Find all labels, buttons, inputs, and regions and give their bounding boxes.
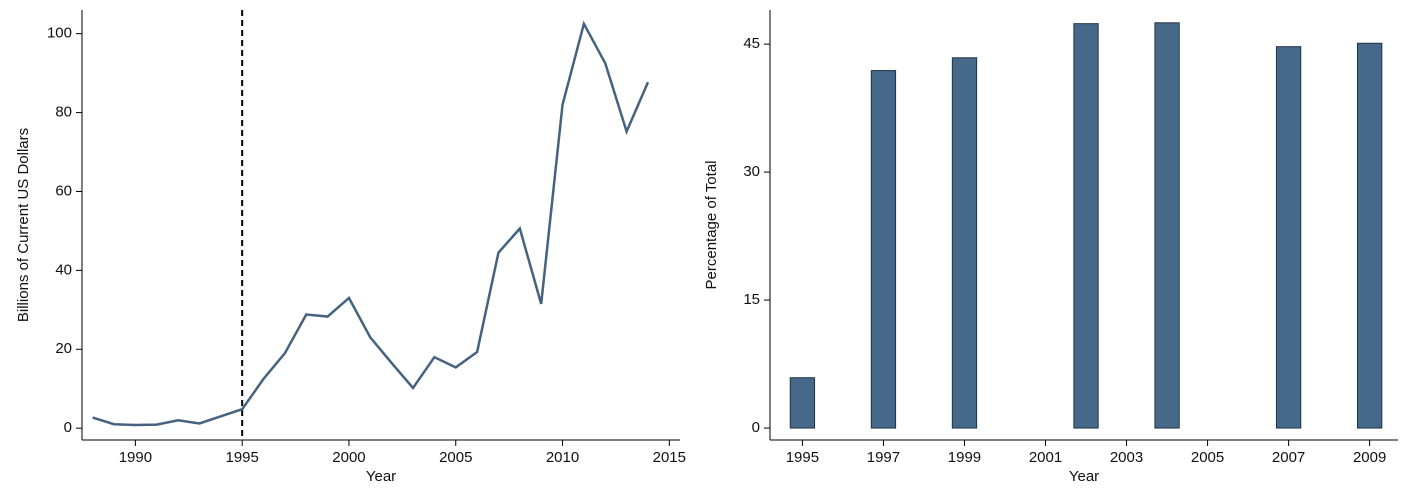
x-axis-label: Year — [1069, 468, 1099, 485]
bar — [789, 377, 816, 429]
x-tick-label: 2009 — [1353, 449, 1386, 466]
x-tick-label: 1995 — [786, 449, 819, 466]
bar — [1154, 22, 1180, 429]
y-tick-label: 80 — [55, 104, 72, 121]
y-tick-label: 15 — [743, 291, 760, 308]
y-tick-label: 0 — [64, 419, 72, 436]
bar — [1356, 42, 1383, 429]
x-tick-label: 2005 — [1191, 449, 1224, 466]
x-tick-label: 2010 — [546, 449, 579, 466]
y-tick-label: 0 — [752, 419, 760, 436]
x-tick-label: 2000 — [332, 449, 365, 466]
x-tick-label: 1995 — [225, 449, 258, 466]
x-tick-label: 2001 — [1029, 449, 1062, 466]
bar — [1275, 46, 1302, 429]
bar — [951, 57, 978, 429]
bar — [1073, 23, 1099, 429]
y-tick-label: 20 — [55, 340, 72, 357]
x-tick-label: 1990 — [119, 449, 152, 466]
x-axis-label: Year — [366, 468, 396, 485]
y-tick-label: 45 — [743, 35, 760, 52]
x-tick-label: 2003 — [1110, 449, 1143, 466]
y-axis-label: Percentage of Total — [703, 161, 720, 290]
y-tick-label: 30 — [743, 163, 760, 180]
x-tick-label: 1999 — [948, 449, 981, 466]
x-tick-label: 2005 — [439, 449, 472, 466]
x-tick-label: 2015 — [653, 449, 686, 466]
y-tick-label: 100 — [47, 25, 72, 42]
y-tick-label: 60 — [55, 182, 72, 199]
x-tick-label: 2007 — [1272, 449, 1305, 466]
bar — [870, 70, 897, 429]
y-axis-label: Billions of Current US Dollars — [15, 128, 32, 322]
y-tick-label: 40 — [55, 261, 72, 278]
x-tick-label: 1997 — [867, 449, 900, 466]
line — [92, 20, 650, 427]
